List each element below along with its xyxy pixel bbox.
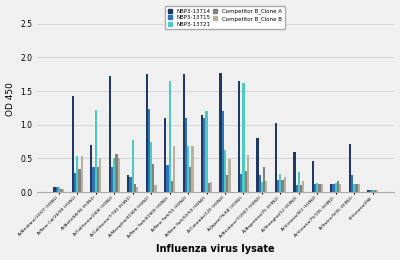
Bar	[335, 183, 337, 192]
Bar	[314, 184, 316, 192]
Bar	[339, 184, 341, 192]
Bar	[358, 184, 360, 192]
Bar	[201, 115, 203, 192]
Bar	[316, 183, 318, 192]
Bar	[224, 150, 226, 192]
Bar	[171, 181, 173, 192]
Bar	[95, 110, 97, 192]
Bar	[332, 184, 335, 192]
Bar	[228, 159, 230, 192]
Bar	[74, 173, 76, 192]
Bar	[62, 189, 64, 192]
Bar	[53, 187, 56, 192]
Bar	[275, 124, 277, 192]
Bar	[279, 174, 282, 192]
Bar	[367, 190, 369, 192]
Bar	[154, 185, 157, 192]
Bar	[296, 185, 298, 192]
Bar	[210, 182, 212, 192]
Bar	[203, 118, 206, 192]
Bar	[168, 81, 171, 192]
Bar	[261, 182, 263, 192]
Bar	[152, 164, 154, 192]
Bar	[298, 172, 300, 192]
Bar	[277, 180, 279, 192]
Bar	[92, 167, 95, 192]
Bar	[318, 184, 321, 192]
Bar	[374, 190, 376, 192]
Bar	[129, 177, 132, 192]
Bar	[284, 177, 286, 192]
Bar	[238, 81, 240, 192]
Bar	[132, 140, 134, 192]
Bar	[56, 187, 58, 192]
Bar	[185, 118, 187, 192]
Bar	[351, 175, 353, 192]
X-axis label: Influenza virus lysate: Influenza virus lysate	[156, 244, 275, 255]
Bar	[353, 184, 355, 192]
Bar	[97, 167, 99, 192]
Bar	[81, 156, 83, 192]
Bar	[293, 152, 296, 192]
Bar	[192, 146, 194, 192]
Bar	[337, 181, 339, 192]
Bar	[244, 171, 247, 192]
Bar	[349, 144, 351, 192]
Bar	[369, 190, 372, 192]
Bar	[302, 181, 304, 192]
Bar	[127, 175, 129, 192]
Bar	[220, 73, 222, 192]
Bar	[372, 190, 374, 192]
Bar	[164, 118, 166, 192]
Bar	[118, 159, 120, 192]
Y-axis label: OD 450: OD 450	[6, 83, 14, 116]
Bar	[321, 184, 323, 192]
Bar	[115, 154, 118, 192]
Bar	[226, 175, 228, 192]
Bar	[355, 184, 358, 192]
Bar	[58, 187, 60, 192]
Bar	[111, 167, 113, 192]
Bar	[78, 169, 81, 192]
Bar	[330, 184, 332, 192]
Bar	[258, 175, 261, 192]
Bar	[247, 155, 249, 192]
Bar	[90, 145, 92, 192]
Bar	[187, 146, 189, 192]
Legend: NBP3-13714, NBP3-13715, NBP3-13721, Competitor B_Clone A, Competitor B_Clone B: NBP3-13714, NBP3-13715, NBP3-13721, Comp…	[165, 6, 284, 29]
Bar	[206, 111, 208, 192]
Bar	[282, 180, 284, 192]
Bar	[134, 184, 136, 192]
Bar	[312, 161, 314, 192]
Bar	[376, 190, 378, 192]
Bar	[240, 174, 242, 192]
Bar	[300, 185, 302, 192]
Bar	[263, 167, 265, 192]
Bar	[76, 157, 78, 192]
Bar	[60, 189, 62, 192]
Bar	[173, 146, 175, 192]
Bar	[242, 83, 244, 192]
Bar	[189, 167, 192, 192]
Bar	[265, 181, 268, 192]
Bar	[256, 138, 258, 192]
Bar	[109, 76, 111, 192]
Bar	[182, 74, 185, 192]
Bar	[146, 74, 148, 192]
Bar	[222, 111, 224, 192]
Bar	[150, 142, 152, 192]
Bar	[136, 187, 138, 192]
Bar	[99, 159, 101, 192]
Bar	[208, 183, 210, 192]
Bar	[113, 159, 115, 192]
Bar	[72, 96, 74, 192]
Bar	[166, 165, 168, 192]
Bar	[148, 109, 150, 192]
